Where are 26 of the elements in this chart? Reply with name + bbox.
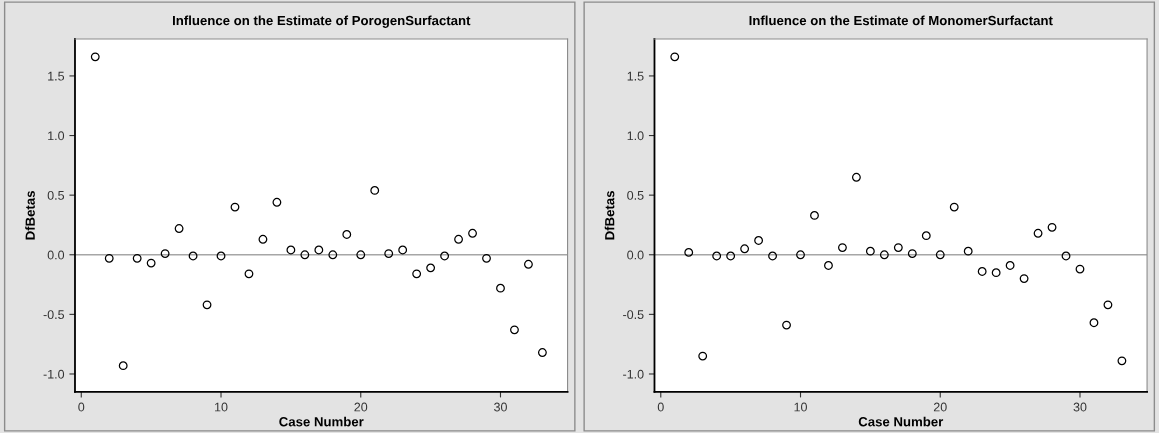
chart-title: Influence on the Estimate of MonomerSurfactant <box>749 15 1053 26</box>
y-tick-label: 1.0 <box>48 131 65 141</box>
x-tick-label: 30 <box>494 402 507 412</box>
x-axis-title: Case Number <box>279 416 364 427</box>
y-tick-label: 0.5 <box>627 190 644 200</box>
y-tick-label: 0.0 <box>627 250 644 260</box>
x-tick-label: 20 <box>354 402 368 412</box>
x-tick-label: 10 <box>215 402 228 412</box>
y-tick-label: 0.0 <box>47 250 65 260</box>
x-axis-title: Case Number <box>858 416 944 427</box>
x-tick-label: 0 <box>78 402 85 412</box>
y-tick-label: 1.5 <box>48 71 65 81</box>
x-tick-label: 20 <box>933 402 947 412</box>
y-tick-label: -1.0 <box>623 369 644 379</box>
y-axis-title: DfBetas <box>25 191 35 240</box>
y-tick-label: 0.5 <box>47 190 65 200</box>
y-tick-label: -0.5 <box>623 310 644 320</box>
y-tick-label: -1.0 <box>43 369 65 379</box>
chart-title: Influence on the Estimate of PorogenSurfactant <box>172 15 471 28</box>
y-tick-label: 1.0 <box>627 131 644 141</box>
x-tick-label: 10 <box>794 402 807 412</box>
x-tick-label: 30 <box>1073 402 1087 412</box>
y-tick-label: 1.5 <box>627 71 644 81</box>
y-tick-label: -0.5 <box>43 310 65 320</box>
y-axis-title: DfBetas <box>604 191 615 240</box>
x-tick-label: 0 <box>657 402 664 412</box>
